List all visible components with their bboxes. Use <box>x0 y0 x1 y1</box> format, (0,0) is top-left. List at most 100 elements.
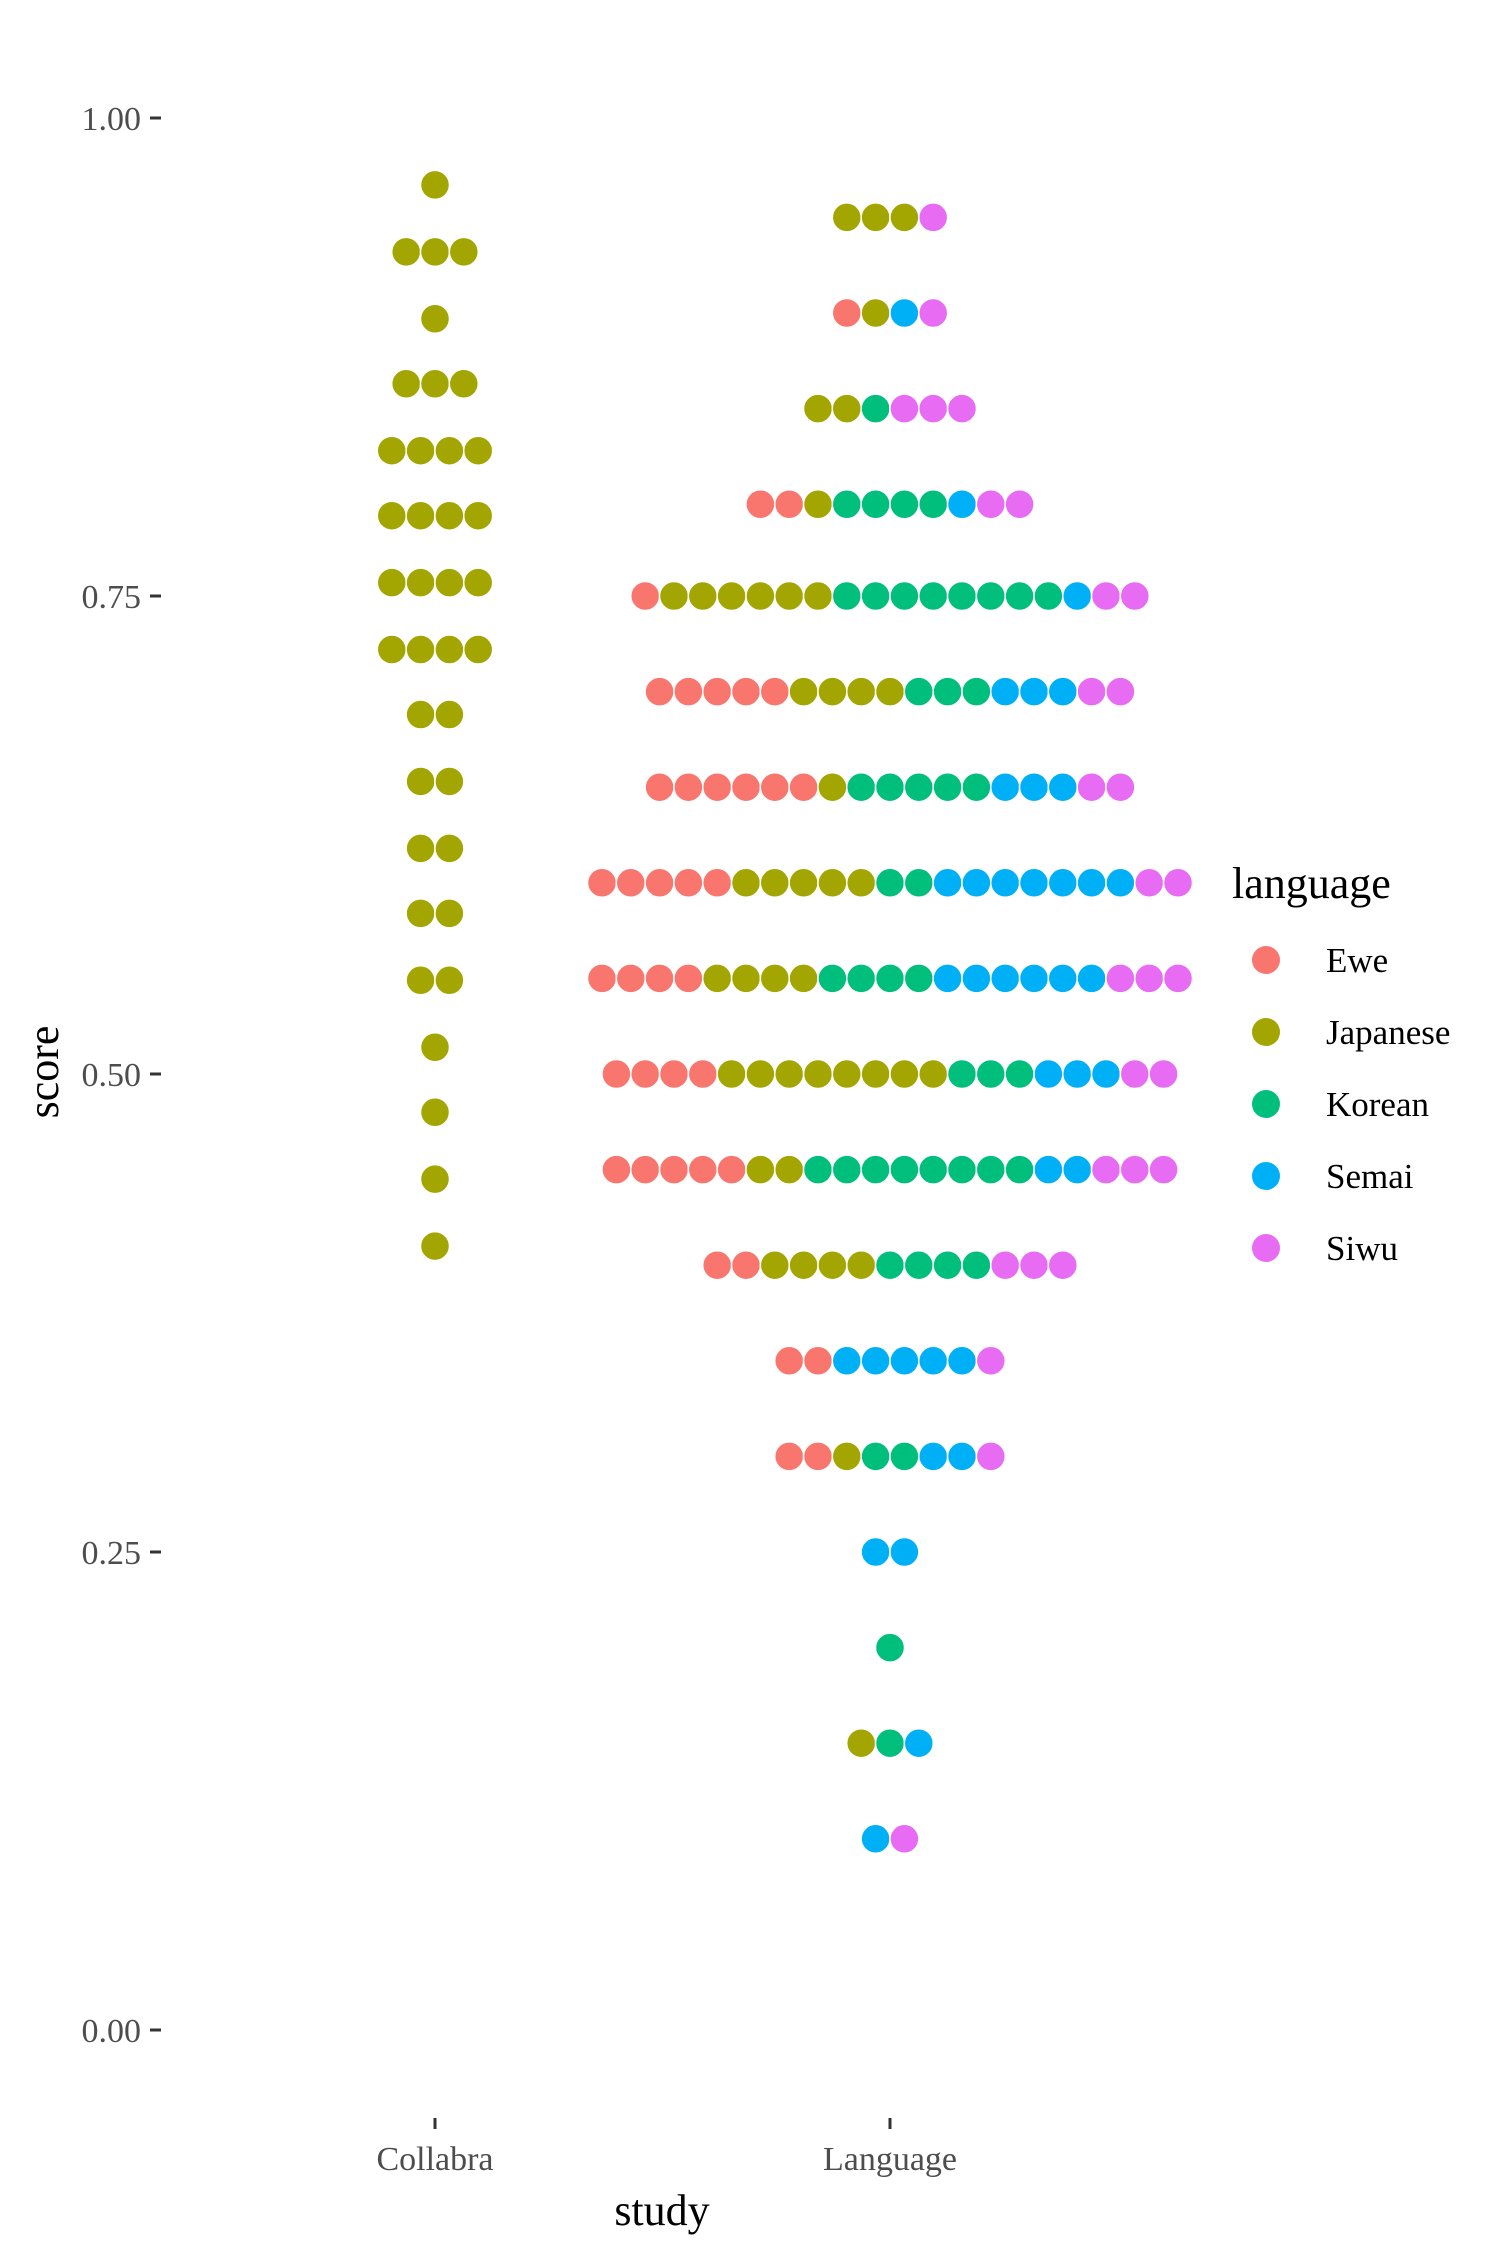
dot-japanese <box>845 676 877 707</box>
dot-siwu <box>1004 488 1035 520</box>
dot-siwu <box>1105 771 1136 803</box>
dot-siwu <box>917 202 949 233</box>
dot-korean <box>961 771 992 803</box>
dot-japanese <box>462 435 494 466</box>
dot-japanese <box>419 1096 451 1128</box>
dot-korean <box>860 488 891 520</box>
dot-semai <box>961 867 992 899</box>
dot-japanese <box>462 500 494 531</box>
dot-japanese <box>419 1031 451 1063</box>
dot-ewe <box>802 1441 834 1472</box>
dot-semai <box>1018 963 1050 994</box>
dot-japanese <box>405 699 436 730</box>
dot-siwu <box>1119 1058 1151 1090</box>
dot-korean <box>903 867 935 899</box>
dot-ewe <box>745 488 776 520</box>
dot-siwu <box>1090 580 1122 612</box>
dot-ewe <box>673 676 704 707</box>
dot-ewe <box>773 1345 805 1377</box>
dot-semai <box>903 1727 935 1759</box>
dot-ewe <box>673 867 704 899</box>
dot-semai <box>1076 963 1107 994</box>
dot-korean <box>946 1058 978 1090</box>
dot-japanese <box>831 202 863 233</box>
dot-semai <box>1033 1058 1064 1090</box>
dot-japanese <box>658 580 690 612</box>
dot-japanese <box>405 634 436 665</box>
dot-korean <box>860 393 891 424</box>
y-axis: 0.00 0.25 0.50 0.75 1.00 <box>82 101 161 2050</box>
dot-ewe <box>802 1345 834 1377</box>
y-axis-title: score <box>19 1026 68 1119</box>
dot-japanese <box>759 867 791 899</box>
dot-korean <box>917 580 949 612</box>
dot-japanese <box>773 1058 805 1090</box>
legend-label-japanese: Japanese <box>1326 1013 1450 1052</box>
dot-ewe <box>629 1154 661 1185</box>
x-tick-label: Language <box>823 2141 957 2178</box>
dot-ewe <box>629 580 661 612</box>
dot-korean <box>975 1058 1007 1090</box>
dot-japanese <box>730 963 762 994</box>
dot-ewe <box>759 771 791 803</box>
dot-japanese <box>817 867 848 899</box>
dot-korean <box>1004 1058 1035 1090</box>
dot-japanese <box>434 898 465 929</box>
dot-siwu <box>975 1441 1007 1472</box>
dot-korean <box>817 963 848 994</box>
dot-korean <box>903 963 935 994</box>
dot-japanese <box>405 766 436 797</box>
dot-semai <box>1061 580 1093 612</box>
legend-key-japanese <box>1252 1018 1280 1046</box>
dot-semai <box>961 963 992 994</box>
dot-semai <box>1018 771 1050 803</box>
dot-semai <box>1047 676 1079 707</box>
dot-japanese <box>434 567 465 598</box>
dot-siwu <box>1162 867 1194 899</box>
dot-ewe <box>615 963 647 994</box>
dot-ewe <box>831 297 863 329</box>
dot-ewe <box>601 1058 632 1090</box>
y-tick-label: 0.00 <box>82 2013 142 2050</box>
dot-korean <box>1004 580 1035 612</box>
dot-ewe <box>773 488 805 520</box>
dot-korean <box>932 676 963 707</box>
dot-japanese <box>376 435 408 466</box>
dot-ewe <box>759 676 791 707</box>
dot-japanese <box>788 867 819 899</box>
dot-ewe <box>716 1154 747 1185</box>
legend-items: Ewe Japanese Korean Semai Siwu <box>1252 941 1450 1268</box>
dot-japanese <box>845 867 877 899</box>
dot-japanese <box>434 634 465 665</box>
dot-korean <box>831 1154 863 1185</box>
y-tick-label: 1.00 <box>82 101 142 138</box>
x-axis: Collabra Language <box>376 2118 957 2178</box>
dot-semai <box>989 676 1021 707</box>
dot-japanese <box>817 676 848 707</box>
dot-siwu <box>1076 771 1107 803</box>
dot-japanese <box>716 580 747 612</box>
dot-korean <box>961 1249 992 1281</box>
dot-korean <box>1004 1154 1035 1185</box>
dot-japanese <box>788 963 819 994</box>
dot-japanese <box>376 567 408 598</box>
dot-ewe <box>644 676 675 707</box>
dot-japanese <box>434 500 465 531</box>
dot-semai <box>1076 867 1107 899</box>
dot-semai <box>831 1345 863 1377</box>
dot-japanese <box>405 435 436 466</box>
dot-japanese <box>448 236 480 268</box>
dot-semai <box>989 963 1021 994</box>
dot-japanese <box>462 567 494 598</box>
dot-semai <box>1047 963 1079 994</box>
dot-japanese <box>701 963 733 994</box>
dot-ewe <box>658 1154 690 1185</box>
dot-korean <box>874 1727 906 1759</box>
dot-siwu <box>1119 580 1151 612</box>
dot-ewe <box>730 1249 762 1281</box>
dot-japanese <box>917 1058 949 1090</box>
dot-japanese <box>405 567 436 598</box>
dot-siwu <box>1148 1154 1179 1185</box>
dot-japanese <box>802 488 834 520</box>
dot-ewe <box>673 963 704 994</box>
